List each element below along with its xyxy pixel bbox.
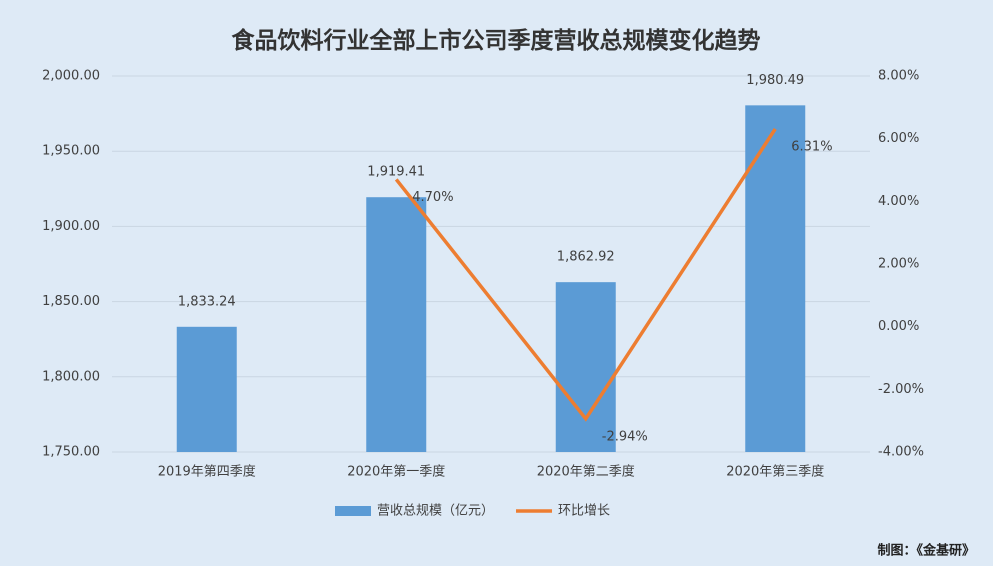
- y2-tick-label: -2.00%: [878, 382, 924, 397]
- chart-title: 食品饮料行业全部上市公司季度营收总规模变化趋势: [232, 27, 761, 54]
- bar: [745, 105, 806, 452]
- bar: [555, 282, 616, 452]
- y2-tick-label: 8.00%: [878, 69, 919, 84]
- bar: [366, 197, 427, 452]
- y-tick-label: 1,750.00: [42, 445, 100, 460]
- y2-tick-label: 4.00%: [878, 194, 919, 209]
- line-value-label: 4.70%: [412, 190, 453, 205]
- legend-label: 环比增长: [558, 504, 610, 519]
- y-tick-label: 1,950.00: [42, 144, 100, 159]
- y2-tick-label: 2.00%: [878, 257, 919, 272]
- y2-tick-label: 0.00%: [878, 319, 919, 334]
- y2-tick-label: -4.00%: [878, 445, 924, 460]
- line-value-label: 6.31%: [791, 139, 832, 154]
- bar: [176, 326, 237, 452]
- x-tick-label: 2020年第三季度: [726, 464, 824, 480]
- x-tick-label: 2019年第四季度: [158, 464, 256, 480]
- y-tick-label: 1,850.00: [42, 294, 100, 309]
- y-tick-label: 2,000.00: [42, 69, 100, 84]
- bar-value-label: 1,862.92: [557, 250, 615, 265]
- x-tick-label: 2020年第二季度: [537, 464, 635, 480]
- legend-label: 营收总规模（亿元）: [377, 504, 494, 519]
- source-note: 制图：《金基研》: [877, 543, 975, 559]
- line-value-label: -2.94%: [602, 429, 648, 444]
- legend-swatch: [335, 506, 371, 516]
- y2-tick-label: 6.00%: [878, 131, 919, 146]
- bar-value-label: 1,833.24: [178, 294, 236, 309]
- bar-value-label: 1,980.49: [746, 73, 804, 88]
- x-tick-label: 2020年第一季度: [347, 464, 445, 480]
- line: [394, 127, 777, 422]
- bar-value-label: 1,919.41: [367, 165, 425, 180]
- y-tick-label: 1,900.00: [42, 219, 100, 234]
- y-tick-label: 1,800.00: [42, 369, 100, 384]
